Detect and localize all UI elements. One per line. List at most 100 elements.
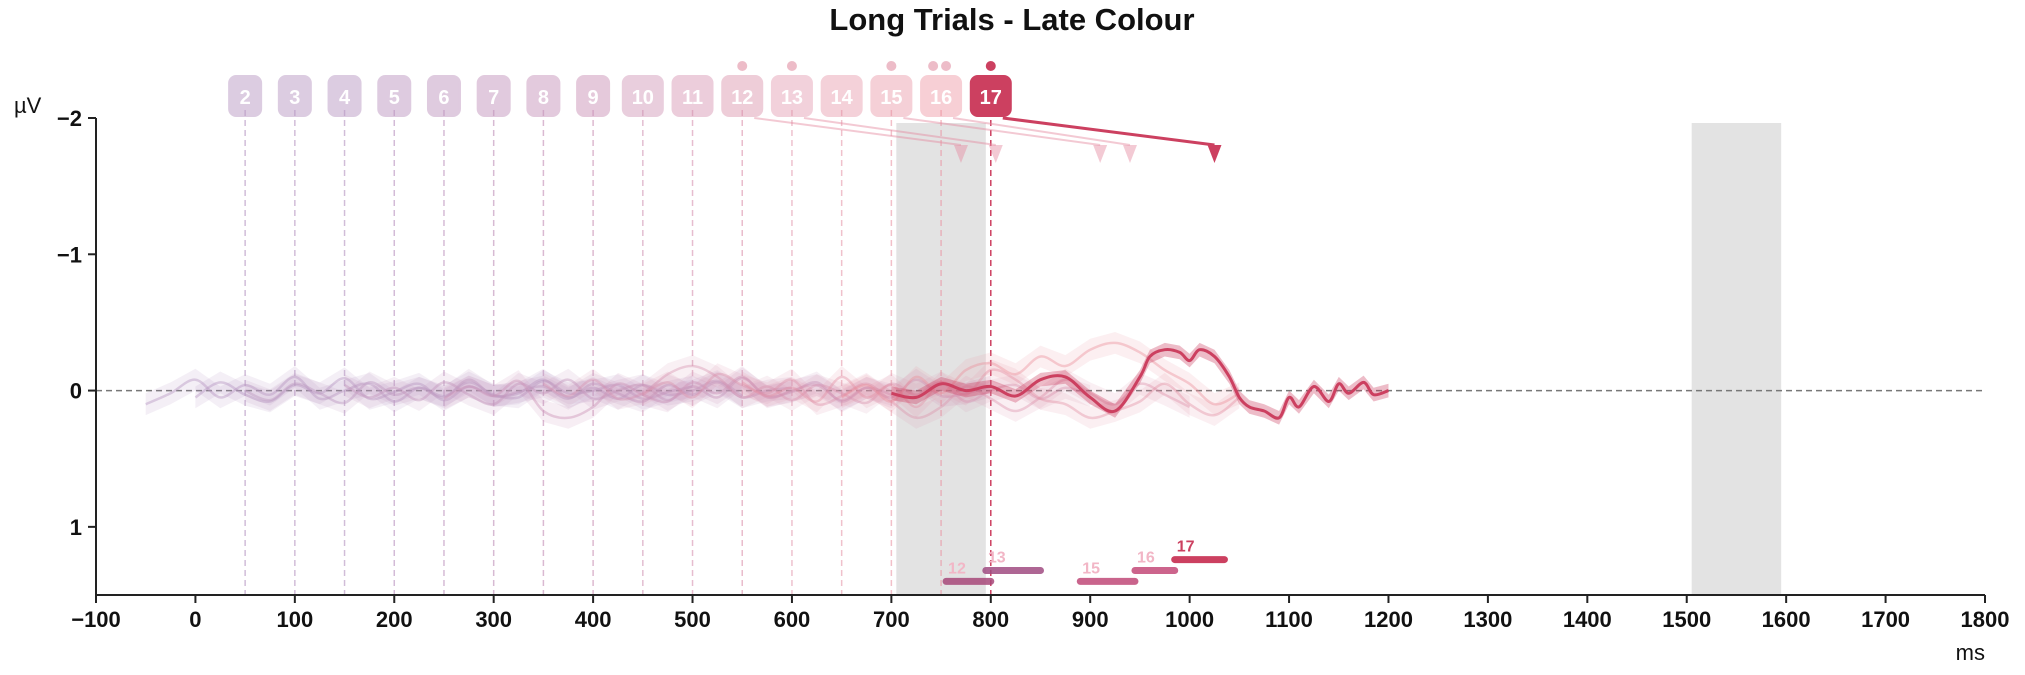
marker-badge-17: 17 <box>969 75 1012 117</box>
marker-badge-10: 10 <box>621 75 664 117</box>
marker-badge-label: 6 <box>438 87 449 109</box>
marker-badge-label: 3 <box>289 87 300 109</box>
y-tick-label: 0 <box>70 379 82 404</box>
marker-badge-label: 13 <box>781 87 803 109</box>
series-16 <box>841 332 1240 416</box>
latency-bar-17: 17 <box>1171 539 1228 564</box>
series-4 <box>244 368 793 414</box>
x-tick-label: 300 <box>475 607 512 632</box>
series-band-16 <box>841 332 1240 416</box>
series-12 <box>642 363 1191 429</box>
marker-badge-box <box>621 75 664 117</box>
y-tick-label: −1 <box>57 242 82 267</box>
x-tick-label: 600 <box>774 607 811 632</box>
x-tick-label: 900 <box>1072 607 1109 632</box>
series-band-3 <box>195 367 743 413</box>
marker-badge-box <box>770 75 813 117</box>
series-band-6 <box>344 367 892 416</box>
series-line-8 <box>443 375 992 420</box>
series-line-17 <box>891 348 1390 420</box>
marker-badge-label: 15 <box>880 87 902 109</box>
marker-badge-box <box>576 75 611 117</box>
latency-bar-label: 16 <box>1137 549 1155 566</box>
latency-bar-12: 12 <box>942 560 995 585</box>
x-tick-label: 1100 <box>1265 607 1313 632</box>
marker-badge-label: 16 <box>930 87 952 109</box>
series-band-8 <box>444 366 991 429</box>
marker-dot <box>941 61 952 71</box>
marker-badge-2: 2 <box>228 75 263 117</box>
x-tick-label: 100 <box>276 607 313 632</box>
latency-bar-label: 12 <box>948 560 966 577</box>
marker-vlines <box>244 110 992 595</box>
latency-bars: 12 13 15 16 17 <box>942 539 1228 585</box>
x-tick-label: 700 <box>873 607 910 632</box>
y-axis-unit: µV <box>14 93 42 118</box>
marker-badge-box <box>721 75 764 117</box>
arrow-line-15 <box>903 117 1101 146</box>
x-tick-label: −100 <box>71 607 121 632</box>
marker-badge-label: 4 <box>339 87 351 109</box>
x-tick-label: 800 <box>972 607 1009 632</box>
latency-arrows <box>754 116 1222 163</box>
x-tick-label: 1800 <box>1961 607 2010 632</box>
marker-badge-box <box>526 75 561 117</box>
marker-badge-label: 5 <box>389 87 400 109</box>
marker-badge-label: 17 <box>980 87 1002 109</box>
x-tick-label: 200 <box>376 607 413 632</box>
marker-badge-box <box>920 75 963 117</box>
marker-dot <box>786 61 797 71</box>
x-axis-unit: ms <box>1956 640 1985 665</box>
x-tick-label: 1500 <box>1662 607 1711 632</box>
latency-bar-label: 17 <box>1177 539 1195 556</box>
marker-badge-box <box>969 75 1012 117</box>
x-tick-label: 1600 <box>1762 607 1811 632</box>
marker-badge-label: 2 <box>240 87 251 109</box>
marker-badge-label: 12 <box>731 87 753 109</box>
x-tick-label: 1400 <box>1563 607 1612 632</box>
axes: −2 −1 0 1 −100 0 100 200 300 400 500 600 700 800 900 10… <box>57 106 2010 632</box>
arrow-head-12 <box>953 145 968 163</box>
marker-badge-box <box>820 75 863 117</box>
series-lines <box>145 332 1390 429</box>
marker-dot <box>886 61 897 71</box>
series-band-4 <box>245 368 792 414</box>
x-tick-label: 1700 <box>1861 607 1910 632</box>
latency-bar-15: 15 <box>1076 560 1139 585</box>
series-line-14 <box>741 368 1241 420</box>
series-3 <box>194 367 743 413</box>
marker-badge-11: 11 <box>671 75 714 117</box>
marker-badge-label: 10 <box>632 87 654 109</box>
x-tick-label: 1000 <box>1165 607 1214 632</box>
series-band-2 <box>145 366 693 416</box>
shaded-region <box>1691 123 1782 595</box>
marker-badge-15: 15 <box>870 75 913 117</box>
series-line-12 <box>642 372 1191 420</box>
marker-badge-9: 9 <box>576 75 611 117</box>
arrow-line-13 <box>803 117 996 146</box>
marker-badge-label: 9 <box>588 87 599 109</box>
marker-badge-label: 11 <box>682 87 703 109</box>
x-tick-label: 500 <box>674 607 711 632</box>
series-line-6 <box>343 377 892 406</box>
series-8 <box>443 366 992 429</box>
marker-badge-16: 16 <box>920 75 963 117</box>
series-line-3 <box>194 377 743 404</box>
marker-badge-4: 4 <box>327 75 362 117</box>
series-band-12 <box>642 363 1190 429</box>
marker-dot <box>928 61 939 71</box>
marker-badge-box <box>277 75 312 117</box>
marker-badge-3: 3 <box>277 75 312 117</box>
marker-dots <box>737 61 996 71</box>
marker-badge-label: 8 <box>538 87 549 109</box>
marker-badge-5: 5 <box>377 75 412 117</box>
series-band-10 <box>543 355 1091 414</box>
arrow-head-16 <box>1122 145 1137 163</box>
series-6 <box>343 367 892 416</box>
series-17 <box>891 342 1390 425</box>
arrow-line-16 <box>952 117 1131 146</box>
arrow-line-17 <box>1002 116 1215 147</box>
marker-dot <box>985 61 996 71</box>
marker-badge-box <box>327 75 362 117</box>
